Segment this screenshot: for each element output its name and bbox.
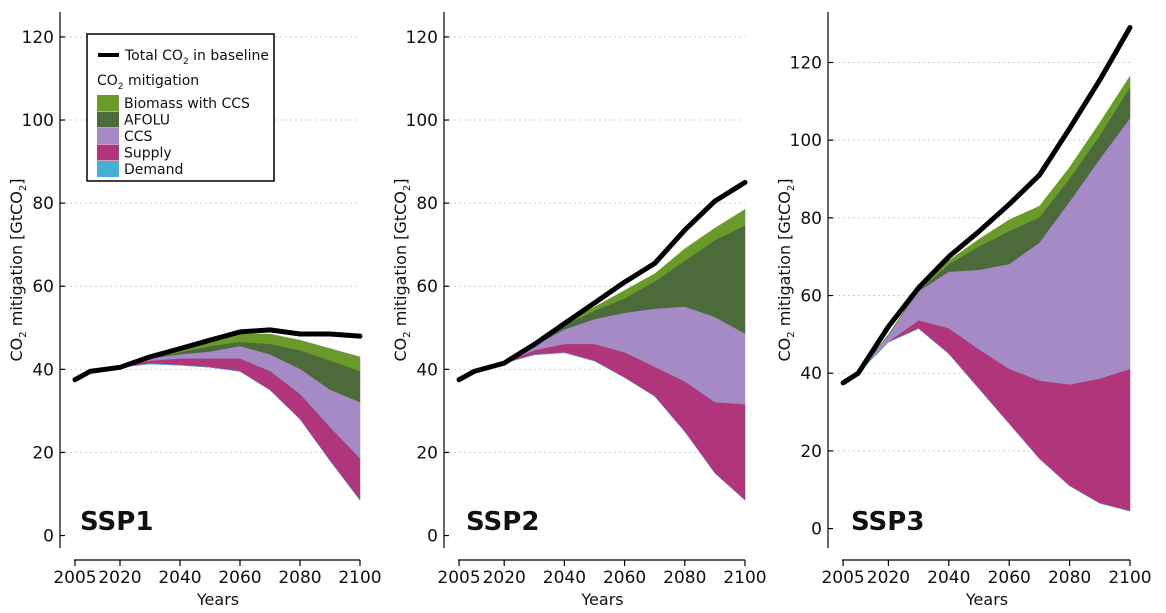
x-tick-label: 2040 xyxy=(158,568,201,588)
x-tick-label: 2005 xyxy=(821,568,864,588)
y-tick-label: 20 xyxy=(800,442,822,462)
baseline-line xyxy=(456,179,748,383)
y-tick-label: 20 xyxy=(32,443,54,463)
x-tick-label: 2080 xyxy=(1048,568,1091,588)
y-tick-label: 120 xyxy=(790,53,822,73)
y-axis-title: CO2 mitigation [GtCO2] xyxy=(775,179,797,362)
baseline-line xyxy=(840,25,1133,386)
legend-label-ccs: CCS xyxy=(124,129,153,145)
y-tick-label: 100 xyxy=(790,131,822,151)
y-tick-label: 40 xyxy=(32,360,54,380)
y-tick-label: 120 xyxy=(22,28,54,48)
x-axis-title: Years xyxy=(580,590,623,609)
y-tick-label: 60 xyxy=(32,277,54,297)
x-tick-label: 2060 xyxy=(988,568,1031,588)
area-demand xyxy=(458,352,746,501)
y-tick-label: 0 xyxy=(43,527,54,547)
x-tick-label: 2040 xyxy=(927,568,970,588)
x-tick-label: 2080 xyxy=(663,568,706,588)
x-tick-label: 2100 xyxy=(338,568,381,588)
legend-swatch-supply xyxy=(97,144,119,161)
y-axis-title: CO2 mitigation [GtCO2] xyxy=(391,179,413,362)
x-tick-label: 2005 xyxy=(437,568,480,588)
x-tick-label: 2060 xyxy=(218,568,261,588)
legend-swatch-demand xyxy=(97,161,119,177)
y-tick-label: 40 xyxy=(416,360,438,380)
legend: Total CO2 in baseline CO2 mitigation Bio… xyxy=(86,33,275,182)
y-tick-label: 80 xyxy=(32,194,54,214)
legend-label-supply: Supply xyxy=(124,146,172,162)
x-axis-title: Years xyxy=(965,590,1008,609)
legend-label-afolu: AFOLU xyxy=(124,113,170,129)
y-tick-label: 60 xyxy=(800,287,822,307)
panel-label: SSP3 xyxy=(851,507,924,537)
x-tick-label: 2100 xyxy=(723,568,766,588)
legend-swatch-biomass-ccs xyxy=(97,95,119,111)
panel-label: SSP1 xyxy=(80,507,153,537)
y-tick-label: 0 xyxy=(427,527,438,547)
legend-label-demand: Demand xyxy=(124,162,183,178)
y-tick-label: 0 xyxy=(811,520,822,540)
x-tick-label: 2020 xyxy=(98,568,141,588)
legend-baseline-label: Total CO2 in baseline xyxy=(124,48,269,67)
x-tick-label: 2020 xyxy=(483,568,526,588)
y-tick-label: 120 xyxy=(406,28,438,48)
x-tick-label: 2080 xyxy=(278,568,321,588)
y-tick-label: 100 xyxy=(406,111,438,131)
x-tick-label: 2060 xyxy=(603,568,646,588)
x-tick-label: 2100 xyxy=(1108,568,1151,588)
y-tick-label: 80 xyxy=(800,209,822,229)
area-demand xyxy=(74,363,361,501)
x-tick-label: 2020 xyxy=(867,568,910,588)
x-tick-label: 2005 xyxy=(53,568,96,588)
x-axis-title: Years xyxy=(196,590,239,609)
y-tick-label: 100 xyxy=(22,111,54,131)
y-tick-label: 60 xyxy=(416,277,438,297)
panel-label: SSP2 xyxy=(466,507,539,537)
legend-swatch-ccs xyxy=(97,128,119,144)
y-tick-label: 40 xyxy=(800,364,822,384)
y-tick-label: 20 xyxy=(416,443,438,463)
y-tick-label: 80 xyxy=(416,194,438,214)
area-demand xyxy=(842,328,1131,512)
y-axis-title: CO2 mitigation [GtCO2] xyxy=(7,179,29,362)
legend-group-title: CO2 mitigation xyxy=(97,73,199,92)
legend-label-biomass-ccs: Biomass with CCS xyxy=(124,96,250,112)
legend-swatch-afolu xyxy=(97,111,119,128)
baseline-line xyxy=(72,327,363,383)
x-tick-label: 2040 xyxy=(543,568,586,588)
